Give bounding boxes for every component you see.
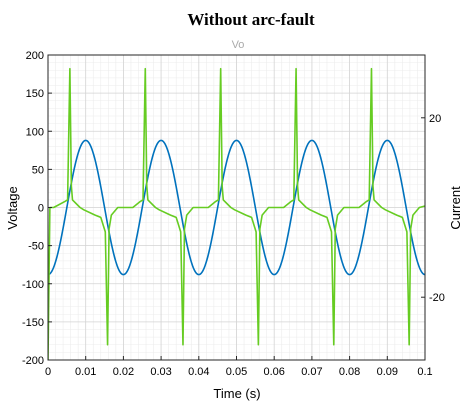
x-tick-label: 0.02 <box>113 366 134 378</box>
series-line-2 <box>48 67 425 360</box>
chart-title: Without arc-fault <box>187 10 315 29</box>
y-tick-label: -200 <box>22 355 44 367</box>
x-tick-label: 0.05 <box>226 366 247 378</box>
y-tick-label: 100 <box>26 126 44 138</box>
x-tick-label: 0 <box>45 366 51 378</box>
y2-axis-label: Current <box>448 186 463 230</box>
x-tick-label: 0.08 <box>339 366 360 378</box>
y2-tick-label: 20 <box>429 113 441 125</box>
x-axis: 0 0.01 0.02 0.03 0.04 0.05 0.06 0.07 0.08 0.09 0.1 <box>45 356 433 378</box>
x-tick-label: 0.09 <box>377 366 398 378</box>
x-tick-label: 0.01 <box>75 366 96 378</box>
x-axis-label: Time (s) <box>213 386 260 401</box>
major-grid <box>47 54 426 361</box>
x-tick-label: 0.03 <box>150 366 171 378</box>
y-axis-left: -200 -150 -100 -50 0 50 100 150 200 <box>22 50 52 367</box>
y-tick-label: 0 <box>38 203 44 215</box>
x-tick-label: 0.04 <box>188 366 209 378</box>
x-tick-label: 0.1 <box>417 366 432 378</box>
y2-tick-label: -20 <box>429 292 445 304</box>
y-tick-label: 150 <box>26 88 44 100</box>
y-tick-label: -50 <box>28 241 44 253</box>
series-layer <box>48 67 425 360</box>
x-tick-label: 0.06 <box>263 366 284 378</box>
y-axis-right: -20 20 <box>421 113 445 304</box>
x-tick-label: 0.07 <box>301 366 322 378</box>
y-tick-label: -150 <box>22 317 44 329</box>
y-tick-label: 50 <box>32 164 44 176</box>
y-tick-label: 200 <box>26 50 44 62</box>
y-tick-label: -100 <box>22 279 44 291</box>
chart-subtitle: Vo <box>232 39 245 51</box>
y-axis-label: Voltage <box>5 186 20 229</box>
series-line-1 <box>48 139 425 276</box>
